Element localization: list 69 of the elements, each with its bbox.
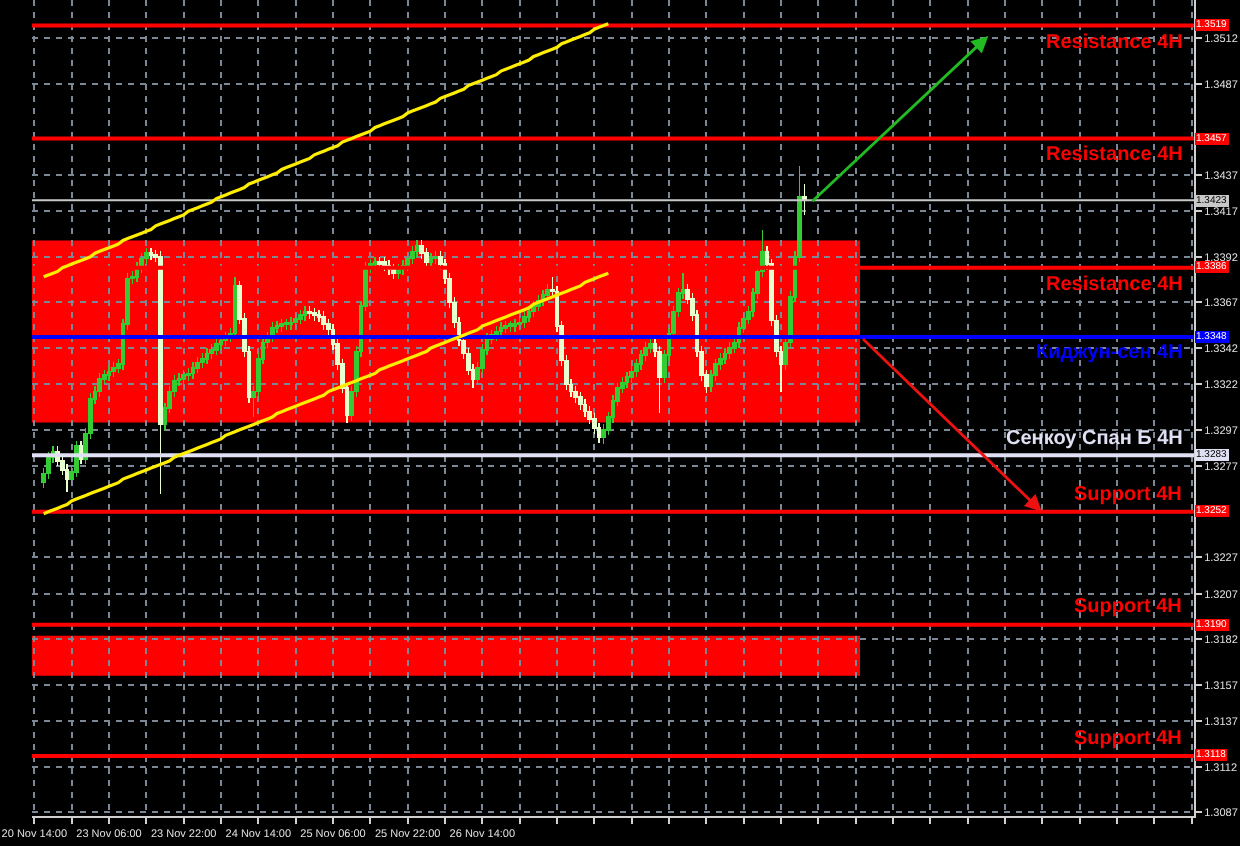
candlestick [148, 246, 154, 262]
candlestick [157, 250, 163, 495]
candlestick [274, 319, 280, 335]
candlestick [414, 239, 420, 258]
line-series [42, 22, 610, 279]
candlestick [498, 321, 504, 338]
line-series [42, 271, 610, 516]
candlestick [283, 317, 289, 331]
ref-line-label: Сенкоу Спан Б 4H [1006, 428, 1183, 450]
candlestick [633, 358, 639, 378]
candlestick [195, 356, 201, 375]
candlestick [428, 252, 434, 269]
candlestick [727, 341, 733, 360]
candlestick [279, 317, 285, 333]
candlestick [521, 310, 527, 329]
candlestick [591, 412, 597, 435]
candlestick [190, 361, 196, 380]
candlestick [307, 305, 313, 320]
ref-line-label: Resistance 4H [1046, 274, 1183, 296]
ref-line-label: Киджун-сен 4H [1036, 342, 1183, 364]
candlestick [643, 341, 649, 362]
candlestick [45, 450, 51, 480]
candlestick [503, 319, 509, 335]
candlestick [507, 319, 513, 333]
candlestick [209, 343, 215, 360]
ref-line-label: Support 4H [1074, 484, 1182, 506]
candlestick [302, 305, 308, 322]
candlestick [647, 337, 653, 355]
candlestick [423, 246, 429, 269]
candlestick [573, 385, 579, 404]
candlestick [545, 283, 551, 302]
candlestick [204, 347, 210, 366]
ref-line-label: Support 4H [1074, 728, 1182, 750]
candlestick [372, 256, 378, 271]
candlestick [293, 312, 299, 329]
candlestick [517, 316, 523, 331]
candlestick [321, 310, 327, 331]
candlestick [657, 345, 663, 415]
candlestick [577, 390, 583, 411]
candlestick [624, 370, 630, 389]
candlestick [433, 250, 439, 265]
ref-line-label: Resistance 4H [1046, 144, 1183, 166]
candlestick [582, 398, 588, 418]
candlestick [409, 245, 415, 265]
candlestick [143, 246, 149, 265]
candlestick [419, 239, 425, 260]
ref-line-label: Resistance 4H [1046, 32, 1183, 54]
candlestick [638, 348, 644, 371]
candlestick [97, 372, 103, 398]
candlestick [722, 347, 728, 366]
candlestick [199, 352, 205, 369]
candlestick [181, 368, 187, 386]
candlestick [218, 334, 224, 351]
candlestick [629, 365, 635, 384]
candlestick [512, 317, 518, 333]
candlestick [526, 305, 532, 324]
candlestick [316, 308, 322, 324]
candlestick [111, 361, 117, 378]
ref-line-label: Support 4H [1074, 596, 1182, 618]
candlestick [288, 316, 294, 331]
candlestick [297, 308, 303, 326]
candlestick [377, 256, 383, 269]
candlestick [596, 421, 602, 444]
candlestick [311, 307, 317, 322]
candlestick [106, 365, 112, 382]
candlestick [185, 367, 191, 382]
candlestick [64, 463, 70, 493]
candlestick [587, 405, 593, 426]
candlestick [213, 337, 219, 356]
